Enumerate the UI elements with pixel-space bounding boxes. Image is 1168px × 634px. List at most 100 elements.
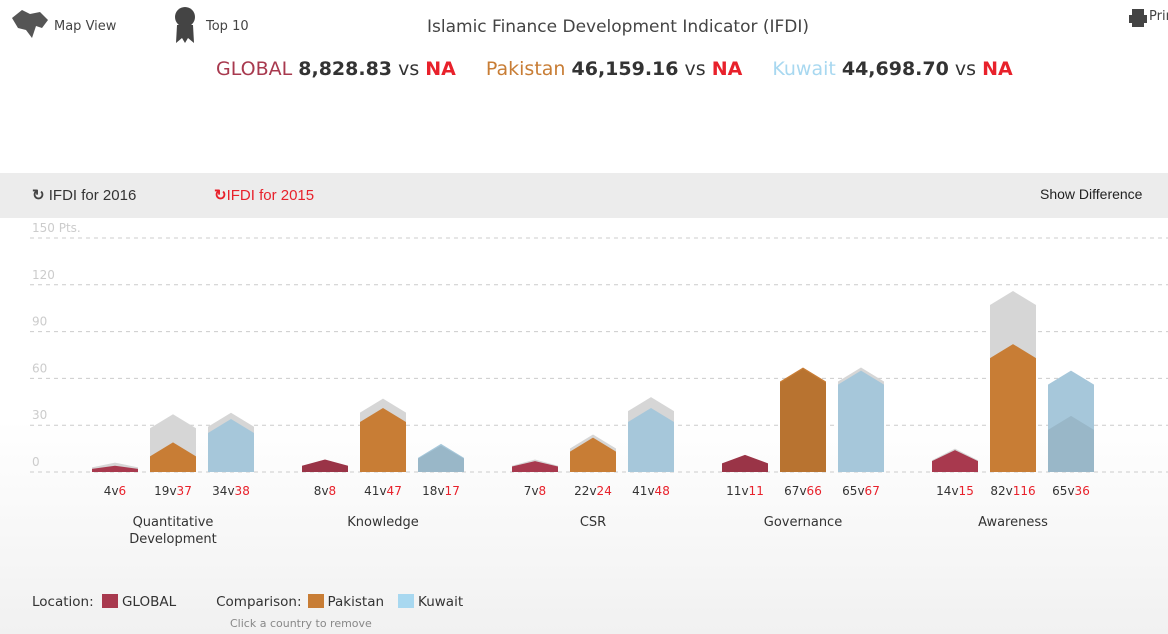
legend-swatch bbox=[307, 594, 324, 608]
bar bbox=[570, 437, 616, 472]
value-2015: 48 bbox=[654, 484, 670, 498]
year-current: IFDI for 2016 bbox=[48, 187, 137, 204]
value-2015: 15 bbox=[958, 484, 974, 498]
score-value: 44,698.70 bbox=[841, 58, 949, 80]
value-separator: v bbox=[589, 484, 597, 498]
value-2015: 47 bbox=[386, 484, 402, 498]
y-tick-label: 30 bbox=[32, 408, 47, 422]
value-2016: 41 bbox=[632, 484, 648, 498]
bar bbox=[628, 408, 674, 472]
legend-item: GLOBAL bbox=[101, 594, 177, 610]
bar-2015 bbox=[418, 445, 464, 472]
value-separator: v bbox=[531, 484, 539, 498]
category-label: CSR bbox=[579, 515, 607, 530]
bar-2015 bbox=[722, 454, 768, 472]
score-compare: NA bbox=[982, 58, 1013, 80]
category-label: Quantitative Development bbox=[129, 515, 217, 547]
value-label: 65v36 bbox=[1052, 484, 1090, 498]
y-tick-label: 60 bbox=[32, 361, 47, 375]
value-2015: 11 bbox=[748, 484, 764, 498]
value-separator: v bbox=[1005, 484, 1013, 498]
bar bbox=[360, 408, 406, 472]
score-vs: vs bbox=[954, 58, 977, 80]
legend-name: GLOBAL bbox=[121, 594, 177, 610]
value-label: 34v38 bbox=[212, 484, 250, 498]
value-label: 41v48 bbox=[632, 484, 670, 498]
value-2016: 41 bbox=[364, 484, 380, 498]
value-label: 8v8 bbox=[314, 484, 336, 498]
value-2015: 36 bbox=[1074, 484, 1090, 498]
map-view-link[interactable]: Map View bbox=[54, 19, 117, 34]
y-tick-label: 120 bbox=[32, 268, 55, 282]
value-2016: 65 bbox=[842, 484, 858, 498]
value-2015: 67 bbox=[864, 484, 880, 498]
category-label: Awareness bbox=[978, 515, 1048, 530]
value-2016: 11 bbox=[726, 484, 742, 498]
bar bbox=[92, 465, 138, 472]
legend-item[interactable]: Pakistan bbox=[307, 594, 385, 610]
score: Kuwait 44,698.70 vs NA bbox=[772, 58, 1012, 80]
value-label: 22v24 bbox=[574, 484, 612, 498]
score-vs: vs bbox=[684, 58, 706, 80]
y-tick-label: 0 bbox=[32, 455, 40, 469]
year-current-toggle[interactable]: ↻ IFDI for 2016 bbox=[32, 187, 137, 204]
bar-2015 bbox=[302, 459, 348, 472]
value-2015: 66 bbox=[806, 484, 822, 498]
year-compare: IFDI for 2015 bbox=[226, 187, 315, 204]
value-label: 7v8 bbox=[524, 484, 546, 498]
value-2015: 38 bbox=[234, 484, 250, 498]
value-separator: v bbox=[741, 484, 749, 498]
value-2016: 4 bbox=[103, 484, 112, 498]
value-separator: v bbox=[857, 484, 865, 498]
value-label: 11v11 bbox=[726, 484, 764, 498]
year-compare-toggle[interactable]: ↻IFDI for 2015 bbox=[214, 187, 315, 204]
show-difference-button[interactable]: Show Difference bbox=[1040, 186, 1143, 202]
score-value: 46,159.16 bbox=[571, 58, 679, 80]
legend-hint: Click a country to remove bbox=[230, 617, 372, 630]
value-2016: 67 bbox=[784, 484, 800, 498]
bar bbox=[838, 370, 884, 472]
category-label: Governance bbox=[763, 515, 843, 530]
bar bbox=[512, 461, 558, 472]
score-name: Pakistan bbox=[485, 58, 566, 80]
value-2016: 8 bbox=[313, 484, 322, 498]
toolbar: ↻ IFDI for 2016 ↻IFDI for 2015 Show Diff… bbox=[0, 173, 1168, 218]
value-2016: 82 bbox=[990, 484, 1006, 498]
value-2016: 22 bbox=[574, 484, 590, 498]
value-separator: v bbox=[437, 484, 445, 498]
score-vs: vs bbox=[398, 58, 420, 80]
bar bbox=[990, 344, 1036, 472]
bar bbox=[150, 442, 196, 472]
bar-2015 bbox=[780, 369, 826, 472]
page-title: Islamic Finance Development Indicator (I… bbox=[427, 17, 810, 37]
legend-item[interactable]: Kuwait bbox=[398, 594, 463, 610]
value-separator: v bbox=[379, 484, 387, 498]
value-separator: v bbox=[647, 484, 655, 498]
score: Pakistan 46,159.16 vs NA bbox=[486, 58, 742, 80]
value-label: 18v17 bbox=[422, 484, 460, 498]
print-icon[interactable] bbox=[1128, 8, 1148, 28]
value-2015: 24 bbox=[596, 484, 612, 498]
bar bbox=[932, 450, 978, 472]
value-label: 41v47 bbox=[364, 484, 402, 498]
score: GLOBAL 8,828.83 vs NA bbox=[216, 58, 456, 80]
value-2016: 19 bbox=[154, 484, 170, 498]
score-name: GLOBAL bbox=[216, 58, 293, 80]
legend-name: Pakistan bbox=[327, 594, 385, 610]
legend-swatch bbox=[398, 594, 415, 608]
value-separator: v bbox=[799, 484, 807, 498]
value-separator: v bbox=[169, 484, 177, 498]
top-10-link[interactable]: Top 10 bbox=[206, 19, 249, 34]
value-label: 4v6 bbox=[104, 484, 126, 498]
score-name: Kuwait bbox=[772, 58, 836, 80]
award-icon[interactable] bbox=[172, 5, 198, 45]
print-link[interactable]: Print bbox=[1149, 9, 1168, 24]
legend-name: Kuwait bbox=[418, 594, 464, 610]
y-tick-label: 150 Pts. bbox=[32, 221, 81, 235]
value-2016: 14 bbox=[936, 484, 952, 498]
map-icon[interactable] bbox=[10, 8, 50, 42]
value-label: 14v15 bbox=[936, 484, 974, 498]
location-label: Location: bbox=[32, 594, 94, 610]
